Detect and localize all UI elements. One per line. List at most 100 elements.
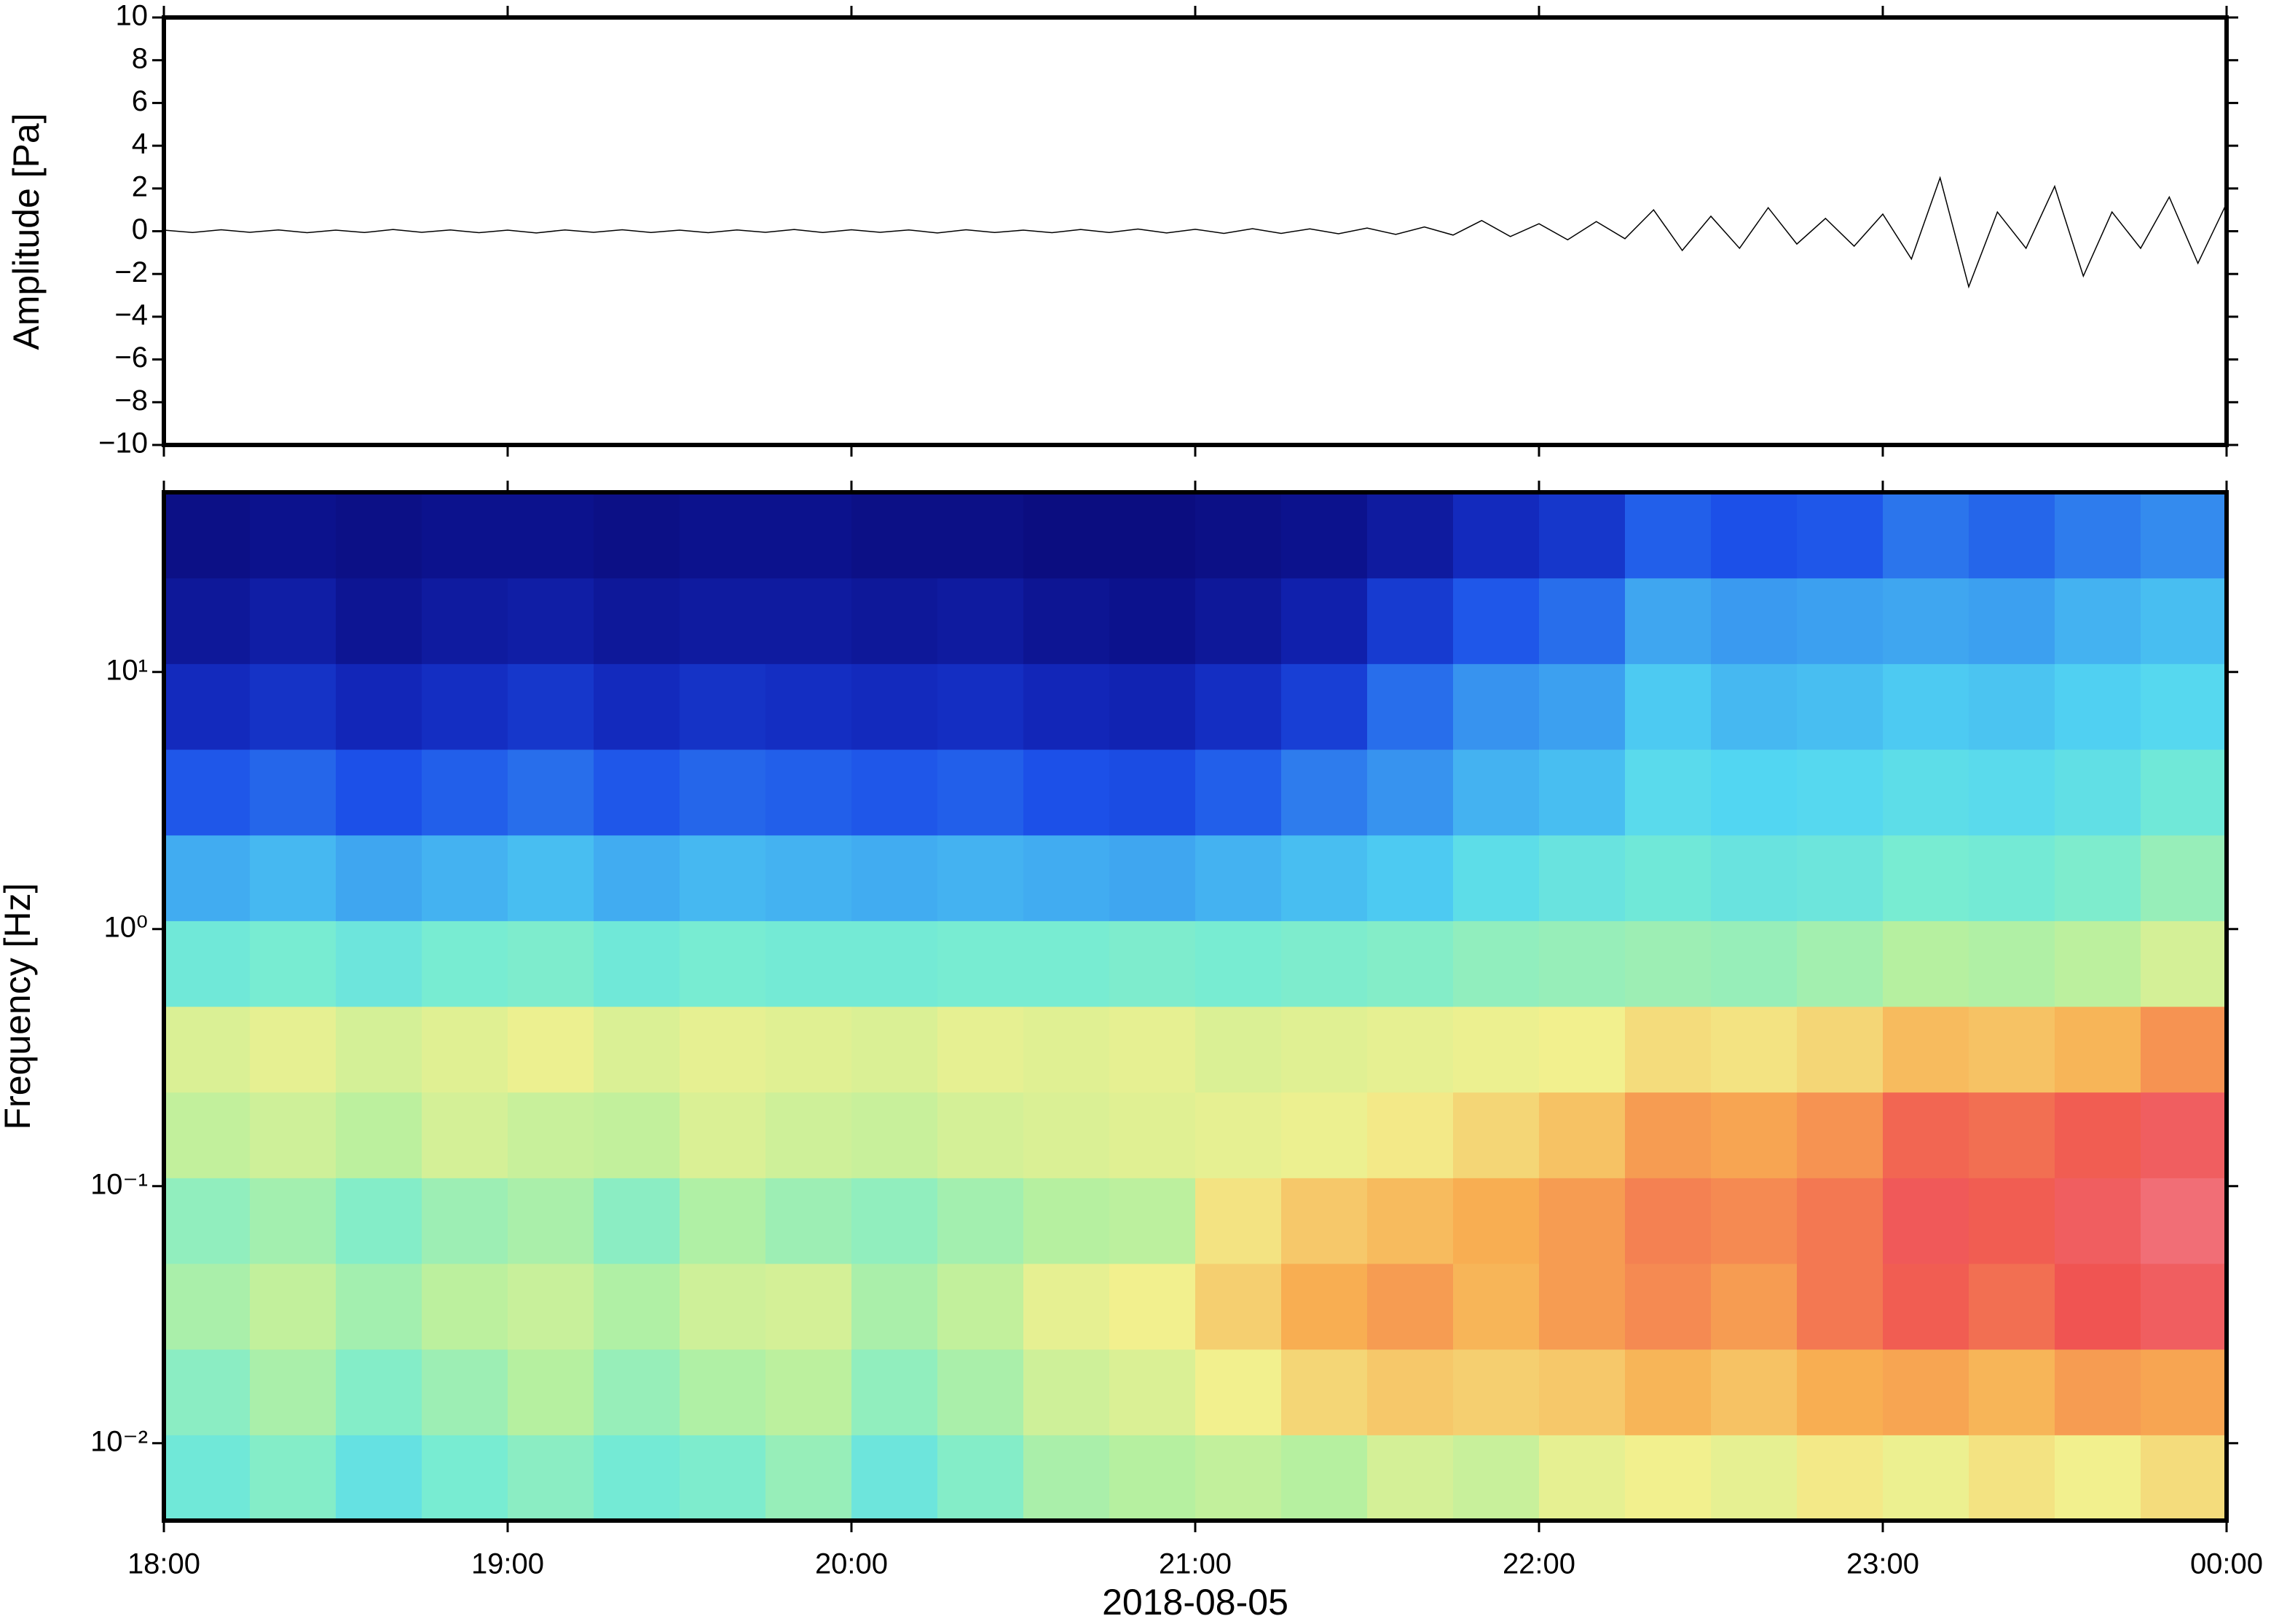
spectrogram-cell [1625, 1349, 1712, 1435]
y-tick-label: 10⁰ [103, 911, 148, 943]
spectrogram-cell [1797, 1264, 1884, 1350]
spectrogram-cell [594, 1264, 680, 1350]
x-tick-label: 18:00 [127, 1548, 200, 1580]
spectrogram-cell [1797, 492, 1884, 579]
spectrogram-cell [937, 1435, 1024, 1521]
spectrogram-cell [422, 663, 508, 750]
spectrogram-cell [2055, 578, 2141, 664]
spectrogram-cell [594, 921, 680, 1007]
spectrogram-cell [508, 1435, 594, 1521]
spectrogram-cell [1367, 1349, 1454, 1435]
spectrogram-cell [1539, 1006, 1626, 1093]
spectrogram-cell [1969, 1006, 2055, 1093]
spectrogram-cell [1539, 1435, 1626, 1521]
spectrogram-cell [422, 835, 508, 921]
spectrogram-cell [1539, 1349, 1626, 1435]
spectrogram-cell [508, 1178, 594, 1264]
spectrogram-cell [1969, 492, 2055, 579]
spectrogram-cell [1281, 1092, 1368, 1178]
spectrogram-cell [508, 1349, 594, 1435]
spectrogram-cell [422, 1092, 508, 1178]
x-tick-label: 00:00 [2190, 1548, 2263, 1580]
spectrogram-cell [851, 835, 938, 921]
spectrogram-cell [1109, 1006, 1196, 1093]
spectrogram-cell [1797, 921, 1884, 1007]
spectrogram-cell [250, 749, 336, 836]
spectrogram-cell [164, 749, 251, 836]
spectrogram-cell [851, 749, 938, 836]
spectrogram-cell [1109, 492, 1196, 579]
spectrogram-cell [1969, 1264, 2055, 1350]
spectrogram-cell [2055, 835, 2141, 921]
spectrogram-cell [1109, 1264, 1196, 1350]
spectrogram-cell [937, 1264, 1024, 1350]
spectrogram-cell [2141, 1349, 2227, 1435]
spectrogram-cell [1453, 749, 1540, 836]
spectrogram-cell [2055, 1178, 2141, 1264]
spectrogram-cell [164, 921, 251, 1007]
y-axis-label: Frequency [Hz] [0, 883, 38, 1130]
spectrogram-cell [594, 492, 680, 579]
spectrogram-cell [2141, 1435, 2227, 1521]
spectrogram-cell [1023, 749, 1110, 836]
spectrogram-cell [1969, 1092, 2055, 1178]
spectrogram-cell [508, 1092, 594, 1178]
spectrogram-cell [851, 1349, 938, 1435]
spectrogram-cell [1023, 492, 1110, 579]
spectrogram-cell [422, 921, 508, 1007]
spectrogram-cell [1367, 663, 1454, 750]
spectrogram-cell [1023, 1178, 1110, 1264]
spectrogram-cell [1797, 578, 1884, 664]
spectrogram-cell [1711, 1349, 1798, 1435]
x-tick-label: 21:00 [1159, 1548, 1232, 1580]
spectrogram-cell [336, 1006, 422, 1093]
spectrogram-cell [1195, 921, 1282, 1007]
spectrogram-cell [1883, 1349, 1969, 1435]
spectrogram-cell [1883, 835, 1969, 921]
spectrogram-cell [1023, 921, 1110, 1007]
spectrogram-cell [1883, 1006, 1969, 1093]
spectrogram-cell [250, 578, 336, 664]
spectrogram-cell [250, 1349, 336, 1435]
spectrogram-cell [937, 578, 1024, 664]
spectrogram-cell [1453, 1349, 1540, 1435]
spectrogram-cell [1023, 1092, 1110, 1178]
spectrogram-cell [422, 749, 508, 836]
spectrogram-cell [680, 1006, 766, 1093]
y-tick-label: −4 [114, 299, 148, 331]
spectrogram-cell [1539, 921, 1626, 1007]
spectrogram-cell [594, 1092, 680, 1178]
spectrogram-cell [1797, 1178, 1884, 1264]
spectrogram-cell [1453, 492, 1540, 579]
spectrogram-cell [1969, 1349, 2055, 1435]
spectrogram-cell [937, 1006, 1024, 1093]
spectrogram-cell [1711, 1178, 1798, 1264]
spectrogram-cell [594, 1435, 680, 1521]
spectrogram-cell [2141, 1092, 2227, 1178]
spectrogram-cell [1023, 1006, 1110, 1093]
spectrogram-cell [164, 835, 251, 921]
spectrogram-cell [1281, 835, 1368, 921]
spectrogram-cell [594, 578, 680, 664]
spectrogram-cell [1625, 1178, 1712, 1264]
spectrogram-cell [2141, 749, 2227, 836]
waveform [163, 176, 2227, 289]
spectrogram-cell [851, 1264, 938, 1350]
spectrogram-cell [1109, 749, 1196, 836]
spectrogram-cell [765, 749, 852, 836]
spectrogram-cell [1281, 749, 1368, 836]
spectrogram-cell [1883, 663, 1969, 750]
spectrogram-cell [680, 492, 766, 579]
spectrogram-cell [1195, 1006, 1282, 1093]
y-tick-label: 10⁻² [90, 1425, 148, 1457]
spectrogram-cell [1195, 1092, 1282, 1178]
spectrogram-cell [1711, 749, 1798, 836]
y-tick-label: 2 [132, 170, 148, 202]
spectrogram-cell [2055, 1264, 2141, 1350]
spectrogram-cell [508, 578, 594, 664]
spectrogram-cell [336, 1435, 422, 1521]
spectrogram-cell [1711, 1006, 1798, 1093]
spectrogram-cell [2055, 1092, 2141, 1178]
spectrogram-cell [1195, 1178, 1282, 1264]
x-tick-label: 23:00 [1846, 1548, 1919, 1580]
